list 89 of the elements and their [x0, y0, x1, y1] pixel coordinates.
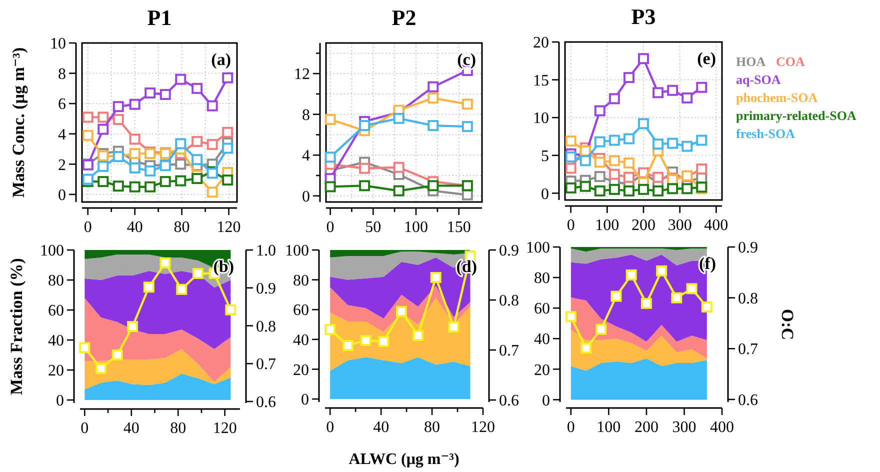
y-tick-label: 80	[534, 270, 550, 288]
y-tick-label: 100	[40, 242, 64, 260]
y-axis-title: Mass Conc. (μg m⁻³)	[9, 47, 28, 198]
y-tick-label: 40	[534, 331, 550, 348]
chart-title: P1	[147, 5, 172, 30]
y2-tick-label: 0.6	[738, 392, 758, 410]
y-tick-label: 0	[302, 188, 310, 206]
y-tick-label: 4	[302, 148, 310, 165]
annotation: (c)	[457, 50, 476, 69]
text: aq-SOA	[736, 72, 782, 87]
x-tick-label: 0	[566, 217, 575, 234]
y-tick-label: 80	[293, 272, 309, 290]
x-tick-label: 400	[710, 419, 734, 436]
y2-tick-label: 0.9	[738, 240, 758, 257]
y2-tick-label: 0.7	[499, 342, 519, 360]
x-tick-label: 200	[634, 419, 658, 436]
x-tick-label: 50	[365, 219, 382, 236]
y-tick-label: 5	[541, 148, 549, 165]
y-tick-label: 6	[58, 96, 66, 114]
x-tick-label: 40	[123, 420, 140, 437]
y-tick-label: 60	[293, 302, 309, 320]
chart-title: P2	[392, 5, 416, 30]
y-tick-label: 100	[526, 240, 550, 257]
x-tick-label: 0	[84, 219, 92, 236]
y-tick-label: 20	[48, 362, 64, 380]
x-tick-label: 80	[424, 419, 440, 436]
annotation: (a)	[211, 50, 231, 69]
y-tick-label: 0	[542, 392, 550, 410]
annotation: (e)	[697, 49, 716, 68]
x-tick-label: 80	[174, 219, 190, 236]
y-tick-label: 40	[48, 332, 64, 350]
y2-tick-label: 0.6	[256, 394, 276, 412]
y-tick-label: 20	[293, 362, 309, 379]
x-tick-label: 40	[373, 419, 390, 436]
x-tick-label: 100	[404, 219, 428, 236]
y2-tick-label: 0.9	[499, 242, 519, 260]
y-tick-label: 8	[302, 106, 310, 124]
y-tick-label: 4	[58, 126, 66, 144]
y-tick-label: 8	[58, 66, 66, 83]
y-tick-label: 0	[56, 392, 64, 410]
x-tick-label: 80	[170, 420, 186, 437]
x-tick-label: 0	[326, 219, 334, 236]
y-tick-label: 0	[58, 187, 66, 204]
x-tick-label: 0	[566, 419, 575, 436]
x-tick-label: 120	[471, 419, 495, 436]
x-tick-label: 300	[672, 419, 696, 436]
x-tick-label: 300	[668, 217, 692, 234]
y2-tick-label: 0.6	[499, 392, 519, 410]
y-axis-title: Mass Fraction (%)	[7, 258, 26, 395]
y2-tick-label: 0.8	[738, 290, 758, 308]
x-tick-label: 40	[126, 219, 143, 236]
y-tick-label: 80	[48, 272, 64, 290]
y-tick-label: 12	[294, 66, 310, 84]
x-tick-label: 0	[80, 420, 89, 437]
y2-tick-label: 0.7	[738, 341, 758, 358]
y-tick-label: 100	[285, 242, 309, 260]
annotation: (f)	[699, 254, 716, 273]
y2-tick-label: 0.8	[256, 318, 276, 336]
y-tick-label: 20	[534, 362, 550, 379]
y-tick-label: 60	[534, 300, 550, 318]
x-tick-label: 400	[704, 217, 728, 234]
y-tick-label: 60	[48, 302, 64, 320]
x-tick-label: 0	[326, 419, 334, 436]
y-tick-label: 10	[533, 110, 549, 128]
y2-tick-label: 0.9	[256, 280, 276, 298]
y-tick-label: 15	[533, 72, 549, 90]
x-tick-label: 120	[212, 420, 237, 437]
x-tick-label: 100	[596, 419, 621, 436]
y2-tick-label: 0.8	[499, 292, 519, 310]
x-tick-label: 200	[632, 217, 656, 234]
y2-tick-label: 1.0	[256, 242, 276, 260]
x-tick-label: 100	[595, 217, 620, 234]
text: primary-related-SOA	[736, 108, 857, 123]
y-tick-label: 0	[301, 392, 309, 409]
y-tick-label: 0	[541, 186, 549, 203]
y2-axis-title: O:C	[778, 308, 797, 340]
chart-title: P3	[631, 4, 656, 29]
text: phochem-SOA	[736, 90, 818, 105]
y2-tick-label: 0.7	[256, 356, 276, 374]
text: HOA	[736, 54, 766, 69]
y-tick-label: 2	[58, 156, 66, 174]
y-tick-label: 40	[293, 332, 309, 350]
text: COA	[776, 54, 806, 69]
x-tick-label: 150	[446, 219, 471, 236]
text: fresh-SOA	[736, 126, 796, 141]
x-tick-label: 120	[216, 219, 241, 236]
x-axis-title: ALWC (μg m⁻³)	[348, 451, 460, 468]
y-tick-label: 20	[533, 34, 549, 52]
y-tick-label: 10	[50, 36, 66, 53]
